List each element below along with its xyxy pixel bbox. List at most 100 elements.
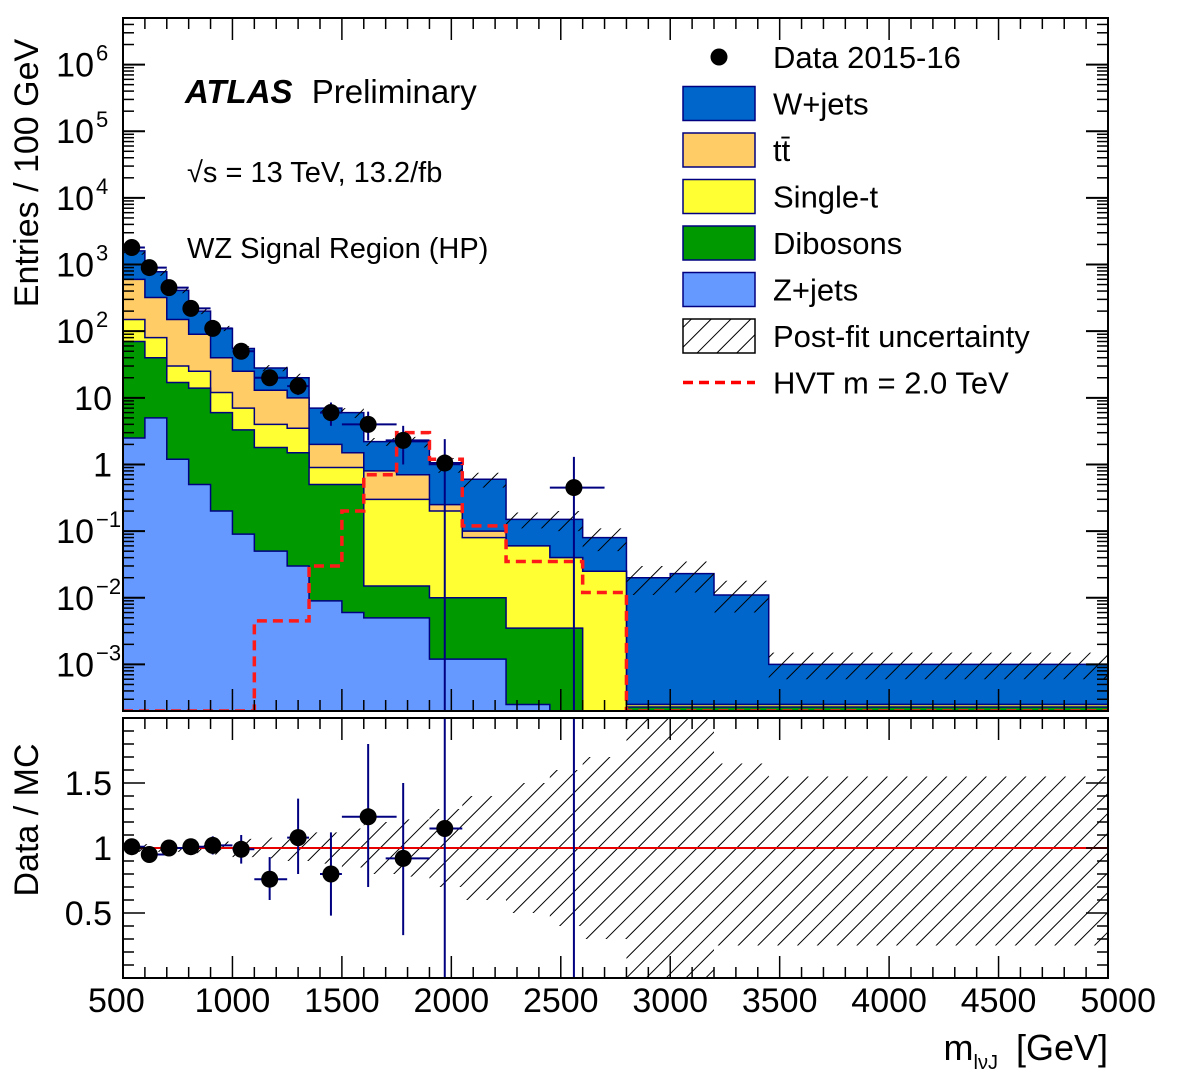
x-axis-label-main: m	[944, 1027, 974, 1068]
legend-swatch	[682, 271, 756, 308]
data-point-marker	[359, 415, 377, 433]
x-tick-label: 5000	[1080, 982, 1156, 1020]
y-tick-label-base: 10	[56, 580, 94, 618]
ratio-point-marker	[123, 838, 141, 856]
x-axis-label-subscript: lνJ	[974, 1052, 998, 1074]
x-tick-label: 2000	[414, 982, 490, 1020]
ratio-point-marker	[359, 808, 377, 826]
legend-uncertainty-swatch	[682, 318, 756, 354]
y-tick-label-exponent: 2	[96, 307, 108, 332]
legend-data-marker	[710, 48, 728, 66]
data-point-marker	[394, 431, 412, 449]
legend-swatch	[682, 225, 756, 261]
x-axis-label-unit: [GeV]	[1016, 1027, 1108, 1068]
x-tick-label: 4500	[961, 982, 1037, 1020]
data-point-marker	[140, 259, 158, 277]
ratio-point	[385, 783, 430, 936]
legend-entry-single-t: Single-t	[682, 178, 878, 215]
legend-label: W+jets	[773, 87, 869, 122]
data-point	[287, 377, 310, 396]
y-tick-label-base: 10	[56, 247, 94, 285]
ratio-point	[341, 744, 397, 887]
ratio-plot-area	[123, 718, 1108, 978]
experiment-label: ATLAS Preliminary	[184, 73, 477, 110]
x-tick-label: 1000	[195, 982, 271, 1020]
ratio-point-marker	[232, 840, 250, 858]
y-tick-label-exponent: 4	[96, 174, 108, 199]
legend-entry-uncertainty: Post-fit uncertainty	[682, 318, 1030, 354]
x-tick-label: 500	[88, 982, 145, 1020]
y-tick-label: 10−1	[56, 507, 121, 551]
stack-z-jets	[123, 417, 1108, 711]
y-tick-label: 1	[93, 446, 112, 484]
main-frame	[122, 17, 1109, 712]
data-point	[140, 259, 167, 277]
data-point	[123, 239, 145, 257]
ratio-panel: 0.5 1 1.5 500 1000 1500 2000 2500 3000 3500 4000 4…	[8, 717, 1156, 1020]
y-tick-label-exponent: 3	[96, 241, 108, 266]
y-tick-label-base: 10	[56, 513, 94, 551]
legend-label: Single-t	[773, 180, 878, 215]
y-tick-label-base: 10	[56, 180, 94, 218]
main-x-axis	[122, 18, 1109, 711]
ratio-y-tick-label: 1	[93, 830, 112, 868]
legend: Data 2015-16 W+jets tt̄ Single-t Dibosons Z+j…	[682, 40, 1030, 401]
y-tick-label-exponent: 5	[96, 107, 108, 132]
y-tick-label: 105	[56, 107, 108, 151]
ratio-point-marker	[394, 849, 412, 867]
ratio-point	[140, 846, 167, 863]
legend-label: Post-fit uncertainty	[773, 319, 1030, 354]
atlas-label: ATLAS	[184, 73, 293, 110]
y-tick-label-base: 10	[56, 113, 94, 151]
data-point-marker	[322, 404, 340, 422]
y-tick-label: 10−2	[56, 574, 121, 618]
data-point-marker	[289, 377, 307, 395]
data-point-marker	[565, 479, 583, 497]
main-plot-area	[123, 239, 1108, 711]
ratio-point	[123, 838, 145, 856]
x-tick-label: 3000	[632, 982, 708, 1020]
y-tick-label-base: 1	[93, 446, 112, 484]
x-axis: 500 1000 1500 2000 2500 3000 3500 4000 4500 5000	[88, 718, 1156, 1020]
data-point-marker	[182, 299, 200, 317]
y-tick-label-base: 10	[56, 646, 94, 684]
data-point	[429, 439, 463, 711]
data-point-marker	[232, 342, 250, 360]
x-tick-label: 3500	[742, 982, 818, 1020]
data-point	[549, 456, 605, 711]
region-label: WZ Signal Region (HP)	[187, 233, 488, 265]
ratio-y-tick-label: 1.5	[65, 765, 112, 803]
ratio-point-marker	[204, 836, 222, 854]
y-tick-label-base: 10	[56, 313, 94, 351]
y-tick-label: 103	[56, 241, 108, 285]
ratio-point	[320, 832, 342, 916]
legend-entry-dibosons: Dibosons	[682, 225, 902, 261]
y-tick-label-exponent: 6	[96, 41, 108, 66]
legend-swatch	[682, 85, 756, 122]
signal-hvt-line	[123, 430, 1108, 711]
ratio-point-marker	[140, 846, 158, 863]
data-point-marker	[160, 279, 178, 297]
y-tick-label-exponent: −1	[96, 507, 121, 532]
legend-label: Dibosons	[773, 226, 902, 261]
data-point	[320, 402, 342, 426]
y-tick-label-base: 10	[74, 380, 112, 418]
data-point	[385, 425, 430, 465]
x-tick-label: 2500	[523, 982, 599, 1020]
data-point	[182, 299, 211, 317]
ratio-point	[287, 798, 310, 874]
y-tick-label-base: 10	[56, 47, 94, 85]
legend-swatch	[682, 178, 756, 215]
y-tick-label: 106	[56, 41, 108, 85]
data-point	[160, 279, 189, 297]
legend-entry-data: Data 2015-16	[710, 40, 961, 75]
y-tick-label: 10−3	[56, 640, 121, 684]
data-point	[254, 369, 288, 387]
ratio-point-marker	[261, 870, 279, 888]
legend-entry-ttbar: tt̄	[682, 132, 791, 168]
y-tick-label: 10	[74, 380, 112, 418]
energy-lumi-label: √s = 13 TeV, 13.2/fb	[187, 157, 442, 189]
data-point-marker	[436, 454, 454, 472]
y-tick-label-exponent: −2	[96, 574, 121, 599]
data-point	[204, 319, 233, 337]
